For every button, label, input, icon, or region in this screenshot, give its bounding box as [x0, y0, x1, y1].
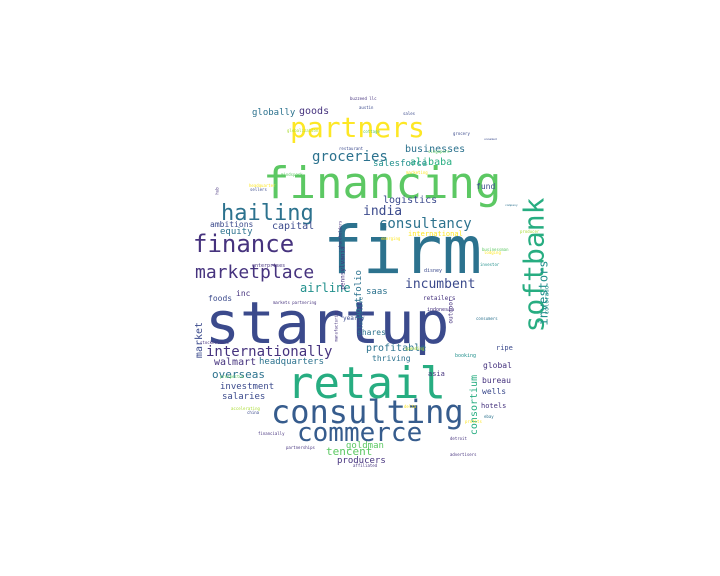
cloud-word: producers [337, 456, 386, 466]
cloud-word: lodging [484, 250, 501, 255]
cloud-word: retail [287, 358, 446, 409]
cloud-word: singapore [428, 149, 450, 154]
cloud-word: buzzeed llc [350, 96, 377, 101]
cloud-word: airline [300, 281, 351, 295]
cloud-word: yearly [343, 315, 365, 322]
cloud-word: finance [193, 230, 295, 258]
cloud-word: producer [520, 229, 540, 234]
cloud-word: asia [428, 370, 445, 378]
cloud-word: profits [465, 419, 482, 424]
cloud-word: bureau [482, 376, 511, 385]
cloud-word: financially [258, 431, 285, 436]
cloud-word: consulting [271, 393, 464, 431]
cloud-word: grocery [453, 131, 470, 136]
cloud-word: logistics [383, 195, 438, 206]
cloud-word: marketing [406, 170, 428, 175]
cloud-word: sales [403, 111, 416, 116]
cloud-word: ambitions [210, 220, 254, 229]
cloud-word: tencent [326, 445, 373, 458]
cloud-word: partnerships [286, 445, 315, 450]
cloud-word: spending [405, 346, 425, 351]
cloud-word: shareholders [336, 220, 342, 249]
cloud-word: ebay [484, 414, 494, 419]
cloud-word: company [505, 203, 518, 207]
cloud-word: detroit [450, 436, 467, 441]
cloud-word: retailers [423, 295, 456, 302]
cloud-word: hotels [481, 402, 507, 410]
cloud-word: markets partnering [273, 300, 317, 305]
cloud-word: disney [424, 268, 443, 274]
cloud-word: startup [205, 289, 450, 357]
cloud-word: globalization [287, 128, 319, 133]
cloud-word: stockholders [200, 340, 229, 345]
cloud-word: salesforce [373, 159, 428, 169]
cloud-word: india [363, 204, 403, 219]
cloud-word: unnamed [484, 137, 497, 141]
cloud-word: austin [359, 105, 374, 110]
cloud-word: china [247, 410, 260, 415]
cloud-word: ripe [496, 344, 513, 352]
cloud-word: internationally [206, 344, 333, 360]
cloud-word: incumbent [405, 277, 476, 292]
cloud-word: shares [357, 328, 386, 337]
cloud-word: consortium [469, 374, 481, 436]
cloud-word: businessman [482, 247, 509, 252]
cloud-word: brazil [284, 311, 299, 316]
cloud-word: salaries [222, 392, 266, 402]
cloud-word: saas [366, 287, 388, 297]
cloud-word: enterprises [252, 263, 286, 269]
cloud-word: headquarters [259, 357, 325, 367]
cloud-word: marketplace [195, 262, 315, 283]
cloud-word: investor [480, 262, 500, 267]
cloud-word: investment [220, 382, 275, 392]
cloud-word: lucrative [356, 296, 364, 329]
cloud-word: consumers [476, 316, 498, 321]
cloud-word: headquarter [249, 183, 276, 188]
cloud-word: firm [323, 212, 482, 289]
cloud-word: emerging [381, 236, 401, 241]
cloud-word: fund [476, 182, 496, 191]
cloud-word: commerce [297, 418, 423, 448]
cloud-word: advertisers [450, 452, 477, 457]
cloud-word: booking [455, 353, 477, 359]
cloud-word: overseas [212, 368, 265, 381]
cloud-word: affiliated [353, 463, 378, 468]
cloud-word: hailing [221, 201, 314, 226]
cloud-word: profitable [366, 343, 427, 354]
cloud-word: walmart [214, 357, 257, 368]
cloud-word: businesses [405, 144, 466, 155]
cloud-word: goldman [346, 441, 384, 451]
cloud-word: delta [404, 404, 417, 409]
cloud-word: wells [482, 387, 507, 396]
cloud-word: global [483, 361, 512, 370]
cloud-word: cottage [363, 129, 380, 134]
cloud-word: hub [214, 186, 220, 195]
cloud-word: partners [290, 111, 425, 144]
cloud-word: mindspark [281, 172, 303, 177]
cloud-word: colorado [542, 285, 550, 314]
cloud-word: thriving [372, 354, 411, 363]
cloud-word: international [408, 230, 463, 238]
cloud-word: inc [236, 289, 251, 298]
cloud-word: prospectus [220, 374, 245, 379]
cloud-word: equity [220, 227, 253, 237]
cloud-word: indonesia [427, 307, 455, 313]
cloud-word: foods [208, 294, 233, 303]
cloud-word: groceries [312, 149, 388, 165]
cloud-word: restaurant [339, 146, 364, 151]
cloud-word: alibaba [410, 157, 453, 168]
cloud-word: sellers [250, 187, 267, 192]
cloud-word: financing [263, 158, 502, 209]
cloud-word: manufacturing [333, 309, 339, 342]
cloud-word: pennsylvania [339, 245, 347, 290]
cloud-word: globally [252, 108, 296, 118]
cloud-word: accelerating [231, 406, 260, 411]
cloud-word: goods [299, 106, 330, 117]
cloud-word: consultancy [379, 216, 472, 232]
cloud-word: capital [272, 221, 315, 232]
